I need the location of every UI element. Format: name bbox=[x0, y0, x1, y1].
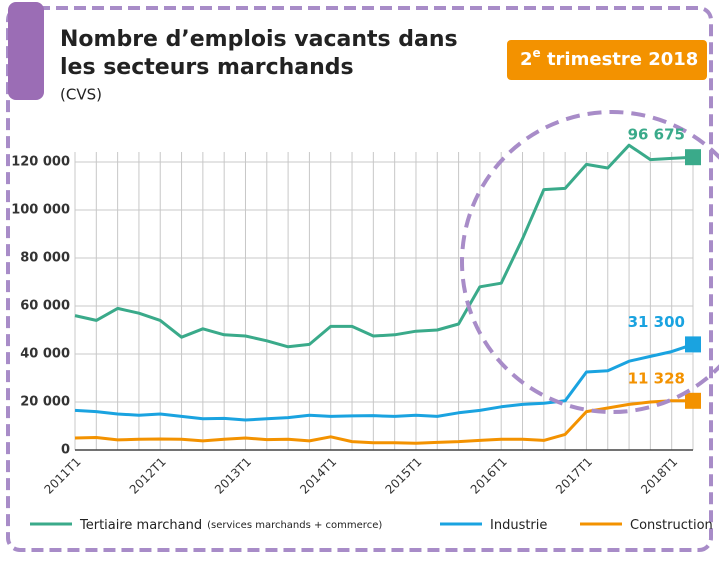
annotation: 31 300 bbox=[628, 313, 685, 331]
legend-detail: (services marchands + commerce) bbox=[207, 520, 382, 531]
legend-label: Industrie bbox=[490, 518, 547, 533]
y-tick-label: 80 000 bbox=[20, 251, 70, 266]
legend-label: Tertiaire marchand (services marchands + … bbox=[79, 518, 382, 533]
y-tick-label: 0 bbox=[61, 443, 70, 458]
y-tick-label: 120 000 bbox=[11, 155, 70, 170]
x-tick-label: 2018T1 bbox=[638, 455, 680, 497]
y-tick-label: 20 000 bbox=[20, 395, 70, 410]
x-tick-label: 2011T1 bbox=[42, 455, 84, 497]
end-marker bbox=[685, 336, 701, 353]
x-tick-label: 2014T1 bbox=[297, 455, 339, 497]
x-tick-label: 2013T1 bbox=[212, 455, 254, 497]
badge-text: 2e trimestre 2018 bbox=[520, 46, 698, 71]
title: Nombre d’emplois vacants dans bbox=[60, 27, 458, 52]
legend-name: Industrie bbox=[490, 518, 547, 533]
legend-name: Construction bbox=[630, 518, 713, 533]
subtitle: (CVS) bbox=[60, 86, 102, 104]
x-tick-label: 2017T1 bbox=[553, 455, 595, 497]
legend-label: Construction bbox=[630, 518, 713, 533]
legend-name: Tertiaire marchand bbox=[79, 518, 202, 533]
series-line bbox=[74, 342, 694, 422]
magnifier bbox=[460, 110, 719, 414]
x-tick-label: 2016T1 bbox=[468, 455, 510, 497]
badge bbox=[507, 40, 707, 80]
tab bbox=[8, 2, 44, 100]
end-marker bbox=[685, 392, 701, 409]
title: les secteurs marchands bbox=[60, 55, 354, 80]
x-tick-label: 2012T1 bbox=[127, 455, 169, 497]
x-tick-label: 2015T1 bbox=[382, 455, 424, 497]
annotation: 96 675 bbox=[628, 126, 685, 144]
y-tick-label: 100 000 bbox=[11, 203, 70, 218]
frame bbox=[6, 6, 713, 552]
y-tick-label: 60 000 bbox=[20, 299, 70, 314]
annotation: 11 328 bbox=[628, 369, 685, 387]
end-marker bbox=[685, 149, 701, 166]
series-line bbox=[74, 143, 694, 349]
series-line bbox=[74, 399, 693, 445]
y-tick-label: 40 000 bbox=[20, 347, 70, 362]
